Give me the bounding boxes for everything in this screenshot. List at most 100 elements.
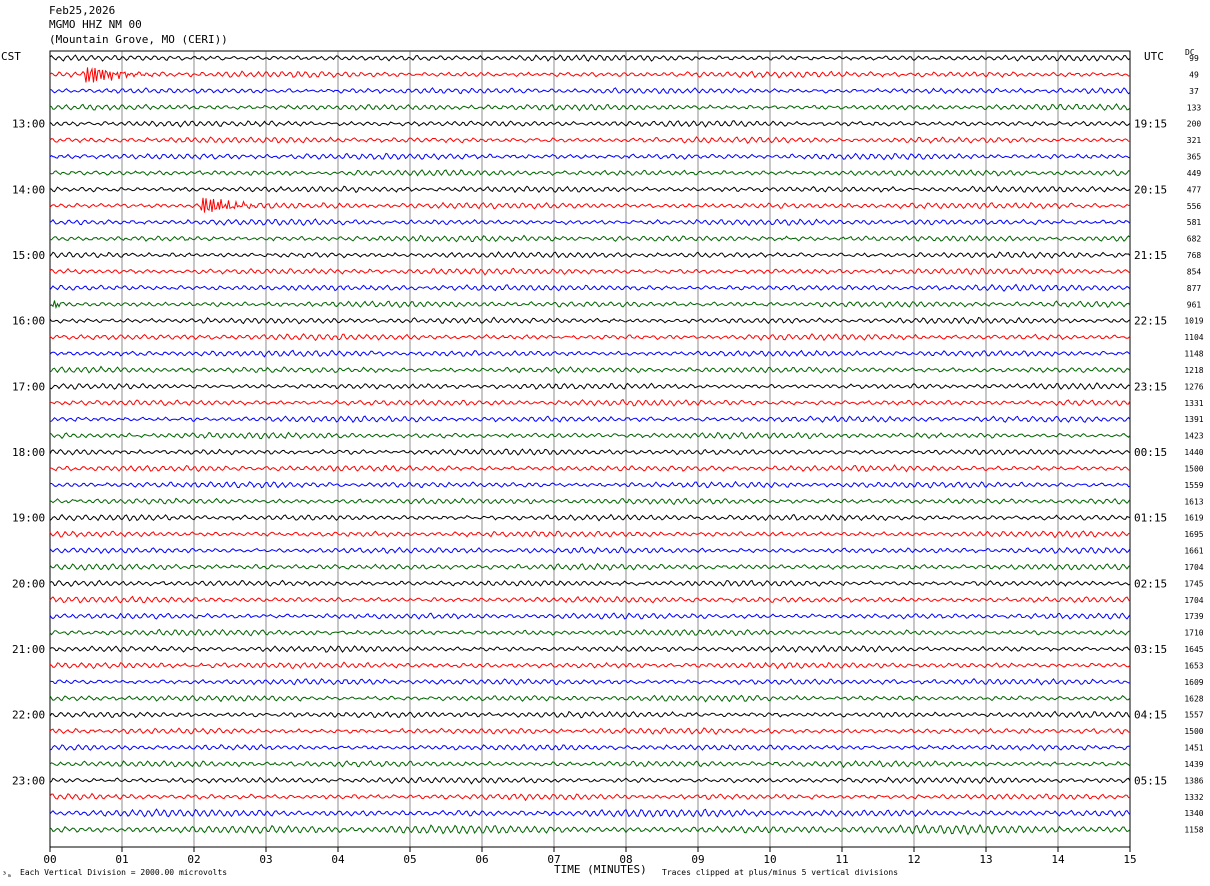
dc-offset-label: 1019 bbox=[1184, 317, 1203, 326]
seismic-trace bbox=[49, 431, 1131, 440]
utc-hour-label: 22:15 bbox=[1134, 315, 1167, 328]
dc-offset-label: 768 bbox=[1187, 251, 1202, 260]
utc-hour-label: 05:15 bbox=[1134, 774, 1167, 787]
seismic-trace bbox=[49, 251, 1131, 259]
dc-offset-label: 99 bbox=[1189, 54, 1199, 63]
seismic-trace bbox=[49, 808, 1131, 818]
plot-date: Feb25,2026 bbox=[49, 4, 116, 17]
x-tick-label: 15 bbox=[1123, 853, 1136, 866]
seismic-trace bbox=[49, 365, 1131, 374]
seismic-trace bbox=[49, 185, 1131, 194]
dc-offset-label: 1340 bbox=[1184, 809, 1203, 818]
dc-offset-label: 1423 bbox=[1184, 432, 1203, 441]
seismic-trace bbox=[49, 579, 1131, 588]
seismic-trace bbox=[49, 120, 1131, 128]
seismic-trace bbox=[49, 595, 1131, 604]
dc-offset-label: 1439 bbox=[1184, 760, 1203, 769]
seismic-trace bbox=[49, 349, 1131, 358]
x-tick-label: 12 bbox=[907, 853, 920, 866]
x-tick-label: 01 bbox=[115, 853, 128, 866]
clip-note: Traces clipped at plus/minus 5 vertical … bbox=[662, 868, 899, 877]
dc-offset-label: 1704 bbox=[1184, 563, 1203, 572]
x-tick-label: 14 bbox=[1051, 853, 1065, 866]
x-tick-label: 07 bbox=[547, 853, 560, 866]
dc-offset-label: 1745 bbox=[1184, 579, 1203, 588]
x-axis-label: TIME (MINUTES) bbox=[554, 863, 647, 876]
dc-offset-label: 1451 bbox=[1184, 744, 1203, 753]
dc-offset-label: 1609 bbox=[1184, 678, 1203, 687]
seismic-trace bbox=[49, 300, 1131, 310]
seismic-trace bbox=[50, 464, 1131, 473]
dc-offset-label: 1557 bbox=[1184, 711, 1203, 720]
dc-offset-label: 1386 bbox=[1184, 776, 1203, 785]
seismic-trace bbox=[49, 612, 1131, 620]
seismic-trace bbox=[49, 562, 1131, 571]
corner-mark: ³ₘ bbox=[2, 870, 12, 879]
seismic-trace bbox=[49, 776, 1131, 785]
cst-hour-label: 14:00 bbox=[12, 183, 45, 196]
cst-hour-label: 20:00 bbox=[12, 577, 45, 590]
x-tick-label: 13 bbox=[979, 853, 992, 866]
utc-hour-label: 23:15 bbox=[1134, 380, 1167, 393]
x-tick-label: 11 bbox=[835, 853, 848, 866]
dc-offset-label: 854 bbox=[1187, 267, 1202, 276]
dc-offset-label: 581 bbox=[1187, 218, 1202, 227]
seismic-trace bbox=[49, 398, 1131, 407]
dc-offset-label: 877 bbox=[1187, 284, 1202, 293]
seismic-trace bbox=[49, 67, 1131, 83]
dc-offset-label: 365 bbox=[1187, 153, 1202, 162]
utc-hour-label: 21:15 bbox=[1134, 249, 1167, 262]
seismic-trace bbox=[49, 546, 1131, 555]
seismic-trace bbox=[49, 727, 1131, 736]
cst-hour-label: 21:00 bbox=[12, 643, 45, 656]
cst-hour-label: 18:00 bbox=[12, 446, 45, 459]
x-tick-label: 04 bbox=[331, 853, 345, 866]
seismic-trace bbox=[49, 218, 1131, 227]
utc-hour-label: 19:15 bbox=[1134, 118, 1167, 131]
dc-offset-label: 1739 bbox=[1184, 612, 1203, 621]
x-tick-label: 09 bbox=[691, 853, 704, 866]
seismic-trace bbox=[49, 54, 1131, 62]
seismic-trace bbox=[49, 823, 1131, 836]
station-location: (Mountain Grove, MO (CERI)) bbox=[49, 33, 228, 46]
seismic-trace bbox=[49, 644, 1131, 654]
cst-hour-label: 17:00 bbox=[12, 380, 45, 393]
seismic-trace bbox=[49, 497, 1131, 506]
seismic-trace bbox=[49, 136, 1131, 144]
dc-offset-label: 1158 bbox=[1184, 826, 1203, 835]
dc-offset-label: 1710 bbox=[1184, 629, 1203, 638]
dc-offset-label: 1619 bbox=[1184, 514, 1203, 523]
utc-hour-label: 02:15 bbox=[1134, 577, 1167, 590]
plot-frame bbox=[49, 50, 1131, 848]
x-tick-label: 10 bbox=[763, 853, 776, 866]
seismic-trace bbox=[49, 87, 1131, 95]
seismic-trace bbox=[49, 480, 1131, 489]
dc-offset-label: 1218 bbox=[1184, 366, 1203, 375]
dc-offset-label: 321 bbox=[1187, 136, 1202, 145]
dc-offset-label: 1104 bbox=[1184, 333, 1203, 342]
cst-hour-label: 22:00 bbox=[12, 709, 45, 722]
dc-offset-label: 1628 bbox=[1184, 694, 1203, 703]
dc-offset-label: 1613 bbox=[1184, 497, 1203, 506]
utc-hour-label: 00:15 bbox=[1134, 446, 1167, 459]
dc-offset-label: 1661 bbox=[1184, 547, 1203, 556]
dc-offset-label: 37 bbox=[1189, 87, 1199, 96]
seismic-trace bbox=[49, 661, 1131, 670]
dc-offset-label: 1645 bbox=[1184, 645, 1203, 654]
seismic-trace bbox=[49, 283, 1131, 292]
seismic-trace bbox=[50, 234, 1131, 243]
dc-offset-label: 200 bbox=[1187, 120, 1202, 129]
cst-hour-label: 19:00 bbox=[12, 512, 45, 525]
cst-hour-label: 15:00 bbox=[12, 249, 45, 262]
dc-offset-label: 1331 bbox=[1184, 399, 1203, 408]
seismic-trace bbox=[49, 792, 1131, 802]
seismic-trace bbox=[49, 694, 1131, 703]
dc-offset-label: 1653 bbox=[1184, 661, 1203, 670]
dc-header: DC bbox=[1185, 48, 1195, 57]
dc-offset-label: 1500 bbox=[1184, 464, 1203, 473]
x-tick-label: 08 bbox=[619, 853, 632, 866]
seismic-trace bbox=[49, 197, 1131, 213]
vertical-scale-note: Each Vertical Division = 2000.00 microvo… bbox=[20, 868, 228, 877]
seismic-trace bbox=[49, 103, 1131, 112]
utc-hour-label: 01:15 bbox=[1134, 512, 1167, 525]
